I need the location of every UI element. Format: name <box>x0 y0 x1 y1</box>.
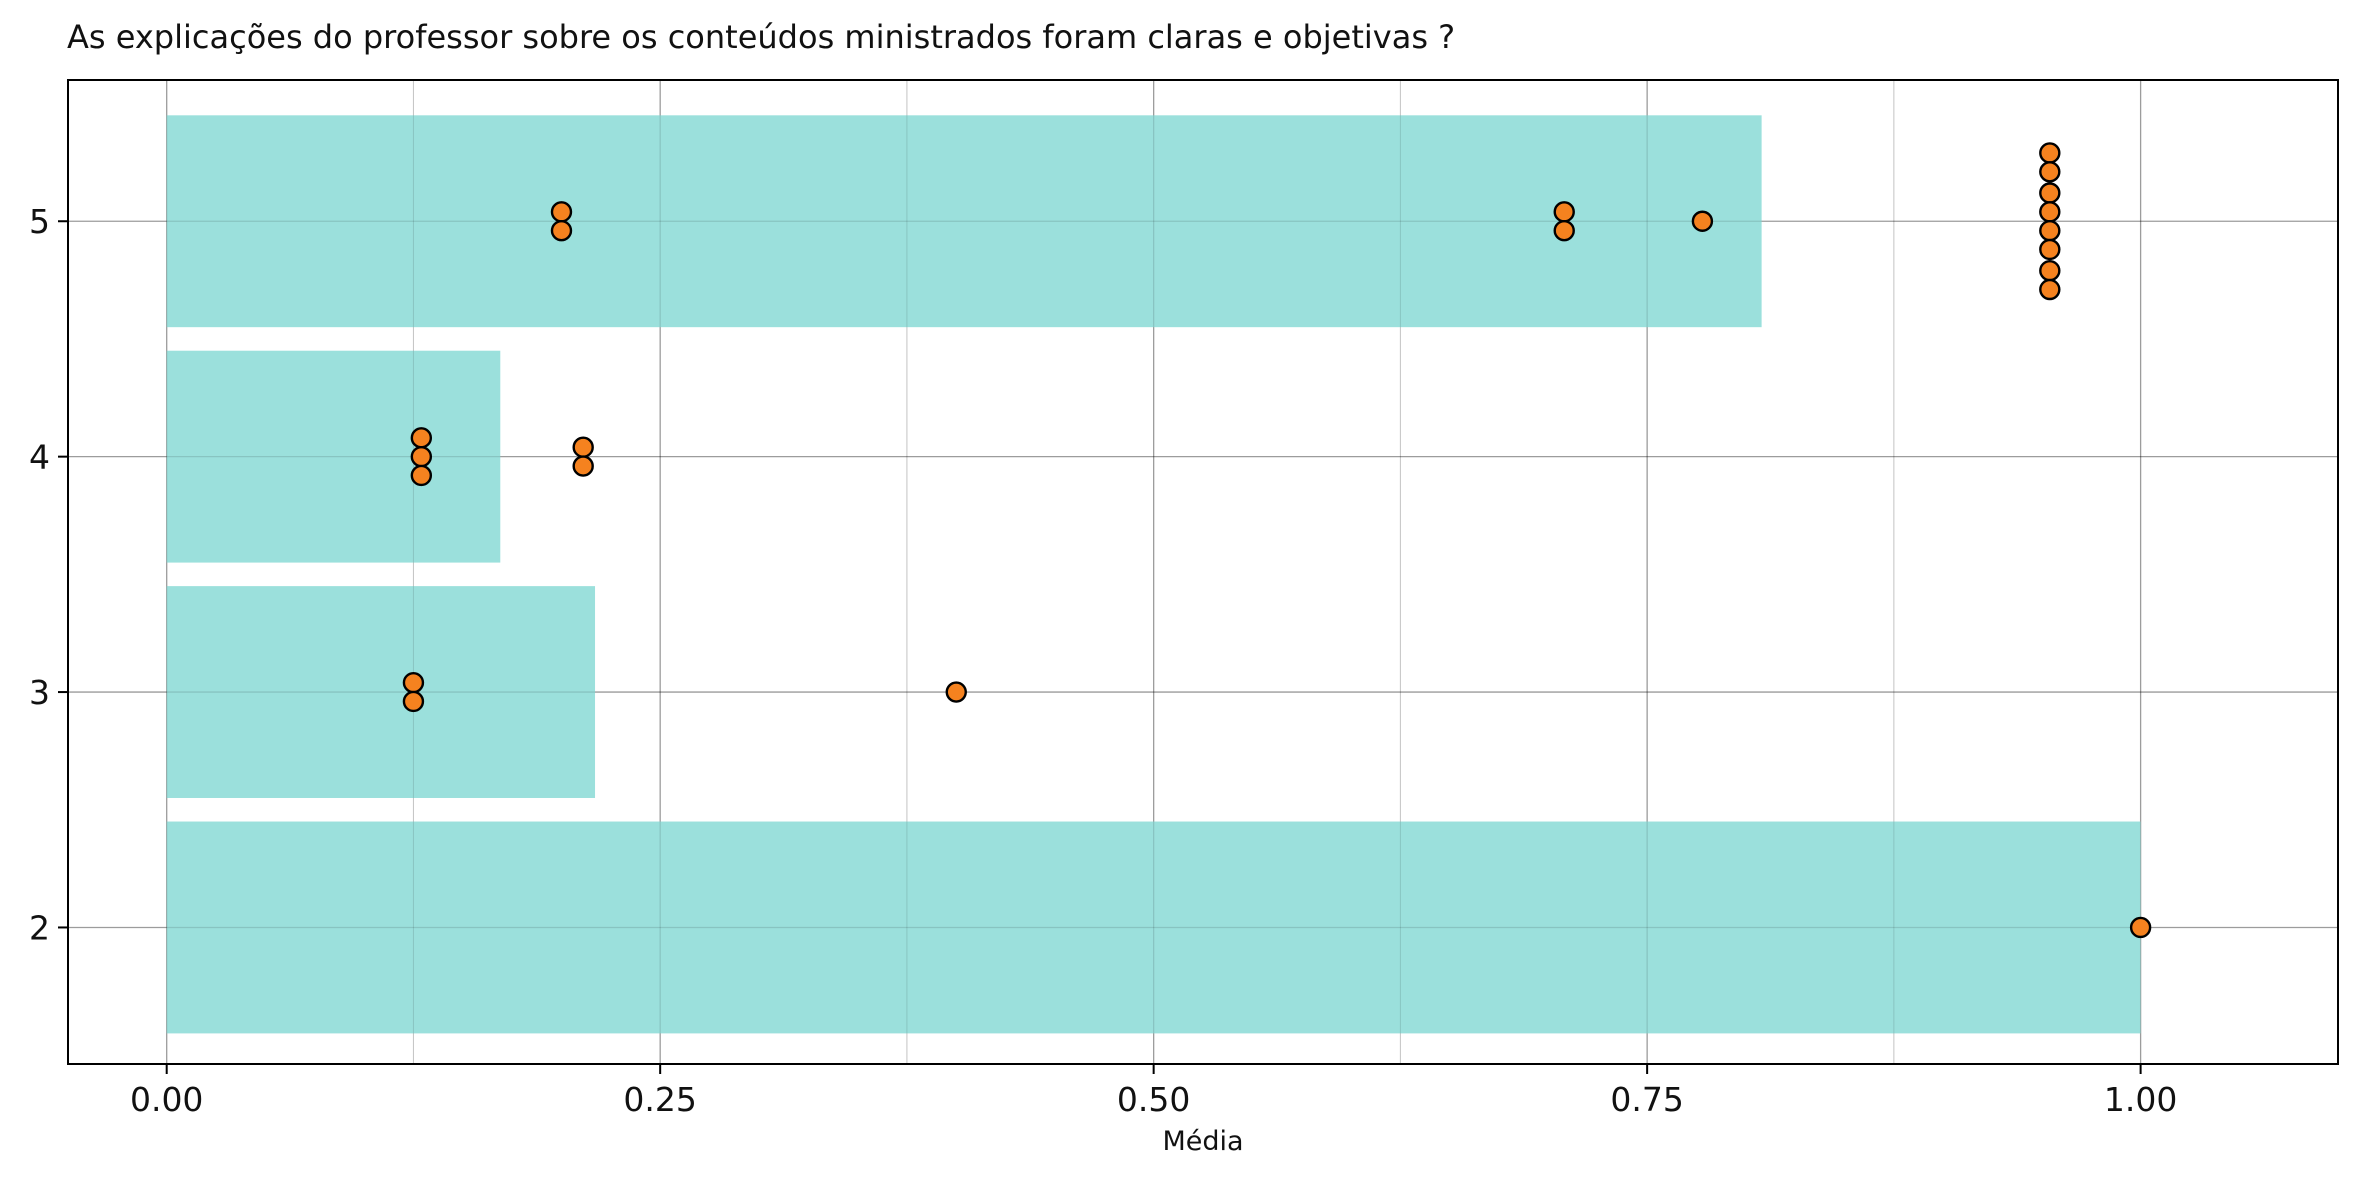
bar-3 <box>166 586 596 798</box>
data-point-5 <box>2039 142 2061 164</box>
data-point-1 <box>550 219 573 242</box>
data-point-8 <box>2039 201 2061 223</box>
data-point-10 <box>2039 238 2061 261</box>
y-tick-label-1: 3 <box>29 673 50 712</box>
data-point-13 <box>410 427 433 449</box>
x-tick-label-0: 0.00 <box>130 1080 203 1119</box>
bar-2 <box>166 821 2141 1034</box>
plot-frame <box>67 79 2339 1065</box>
bars <box>166 115 2141 1034</box>
data-point-18 <box>402 671 425 694</box>
chart-title: As explicações do professor sobre os con… <box>67 18 1455 56</box>
x-axis: 0.00 0.25 0.50 0.75 1.00 <box>130 1064 2177 1119</box>
data-point-17 <box>572 455 594 477</box>
data-point-20 <box>945 681 967 703</box>
x-tick-label-2: 0.50 <box>1117 1080 1190 1119</box>
bar-5 <box>166 115 1762 328</box>
y-tick-label-2: 4 <box>29 438 50 477</box>
data-point-11 <box>2039 259 2061 282</box>
x-tick-label-4: 1.00 <box>2104 1080 2177 1119</box>
grid-overlay <box>68 80 2338 1064</box>
data-point-21 <box>2129 916 2152 939</box>
data-point-7 <box>2039 182 2061 204</box>
data-point-6 <box>2039 161 2061 183</box>
data-point-9 <box>2039 219 2061 242</box>
data-point-4 <box>1691 210 1714 232</box>
y-tick-label-3: 5 <box>29 202 50 241</box>
data-point-0 <box>550 201 573 223</box>
x-axis-label: Média <box>1162 1126 1243 1157</box>
data-point-3 <box>1553 219 1575 242</box>
data-point-16 <box>572 436 594 458</box>
data-points <box>402 142 2152 939</box>
y-axis: 2 3 4 5 <box>29 202 68 947</box>
data-point-14 <box>410 445 433 468</box>
bar-4 <box>166 350 501 563</box>
data-point-12 <box>2039 278 2061 301</box>
data-point-19 <box>402 690 425 713</box>
x-tick-label-3: 0.75 <box>1610 1080 1683 1119</box>
y-tick-label-0: 2 <box>29 908 50 947</box>
x-tick-label-1: 0.25 <box>623 1080 696 1119</box>
data-point-15 <box>410 464 433 487</box>
data-point-2 <box>1553 201 1575 223</box>
